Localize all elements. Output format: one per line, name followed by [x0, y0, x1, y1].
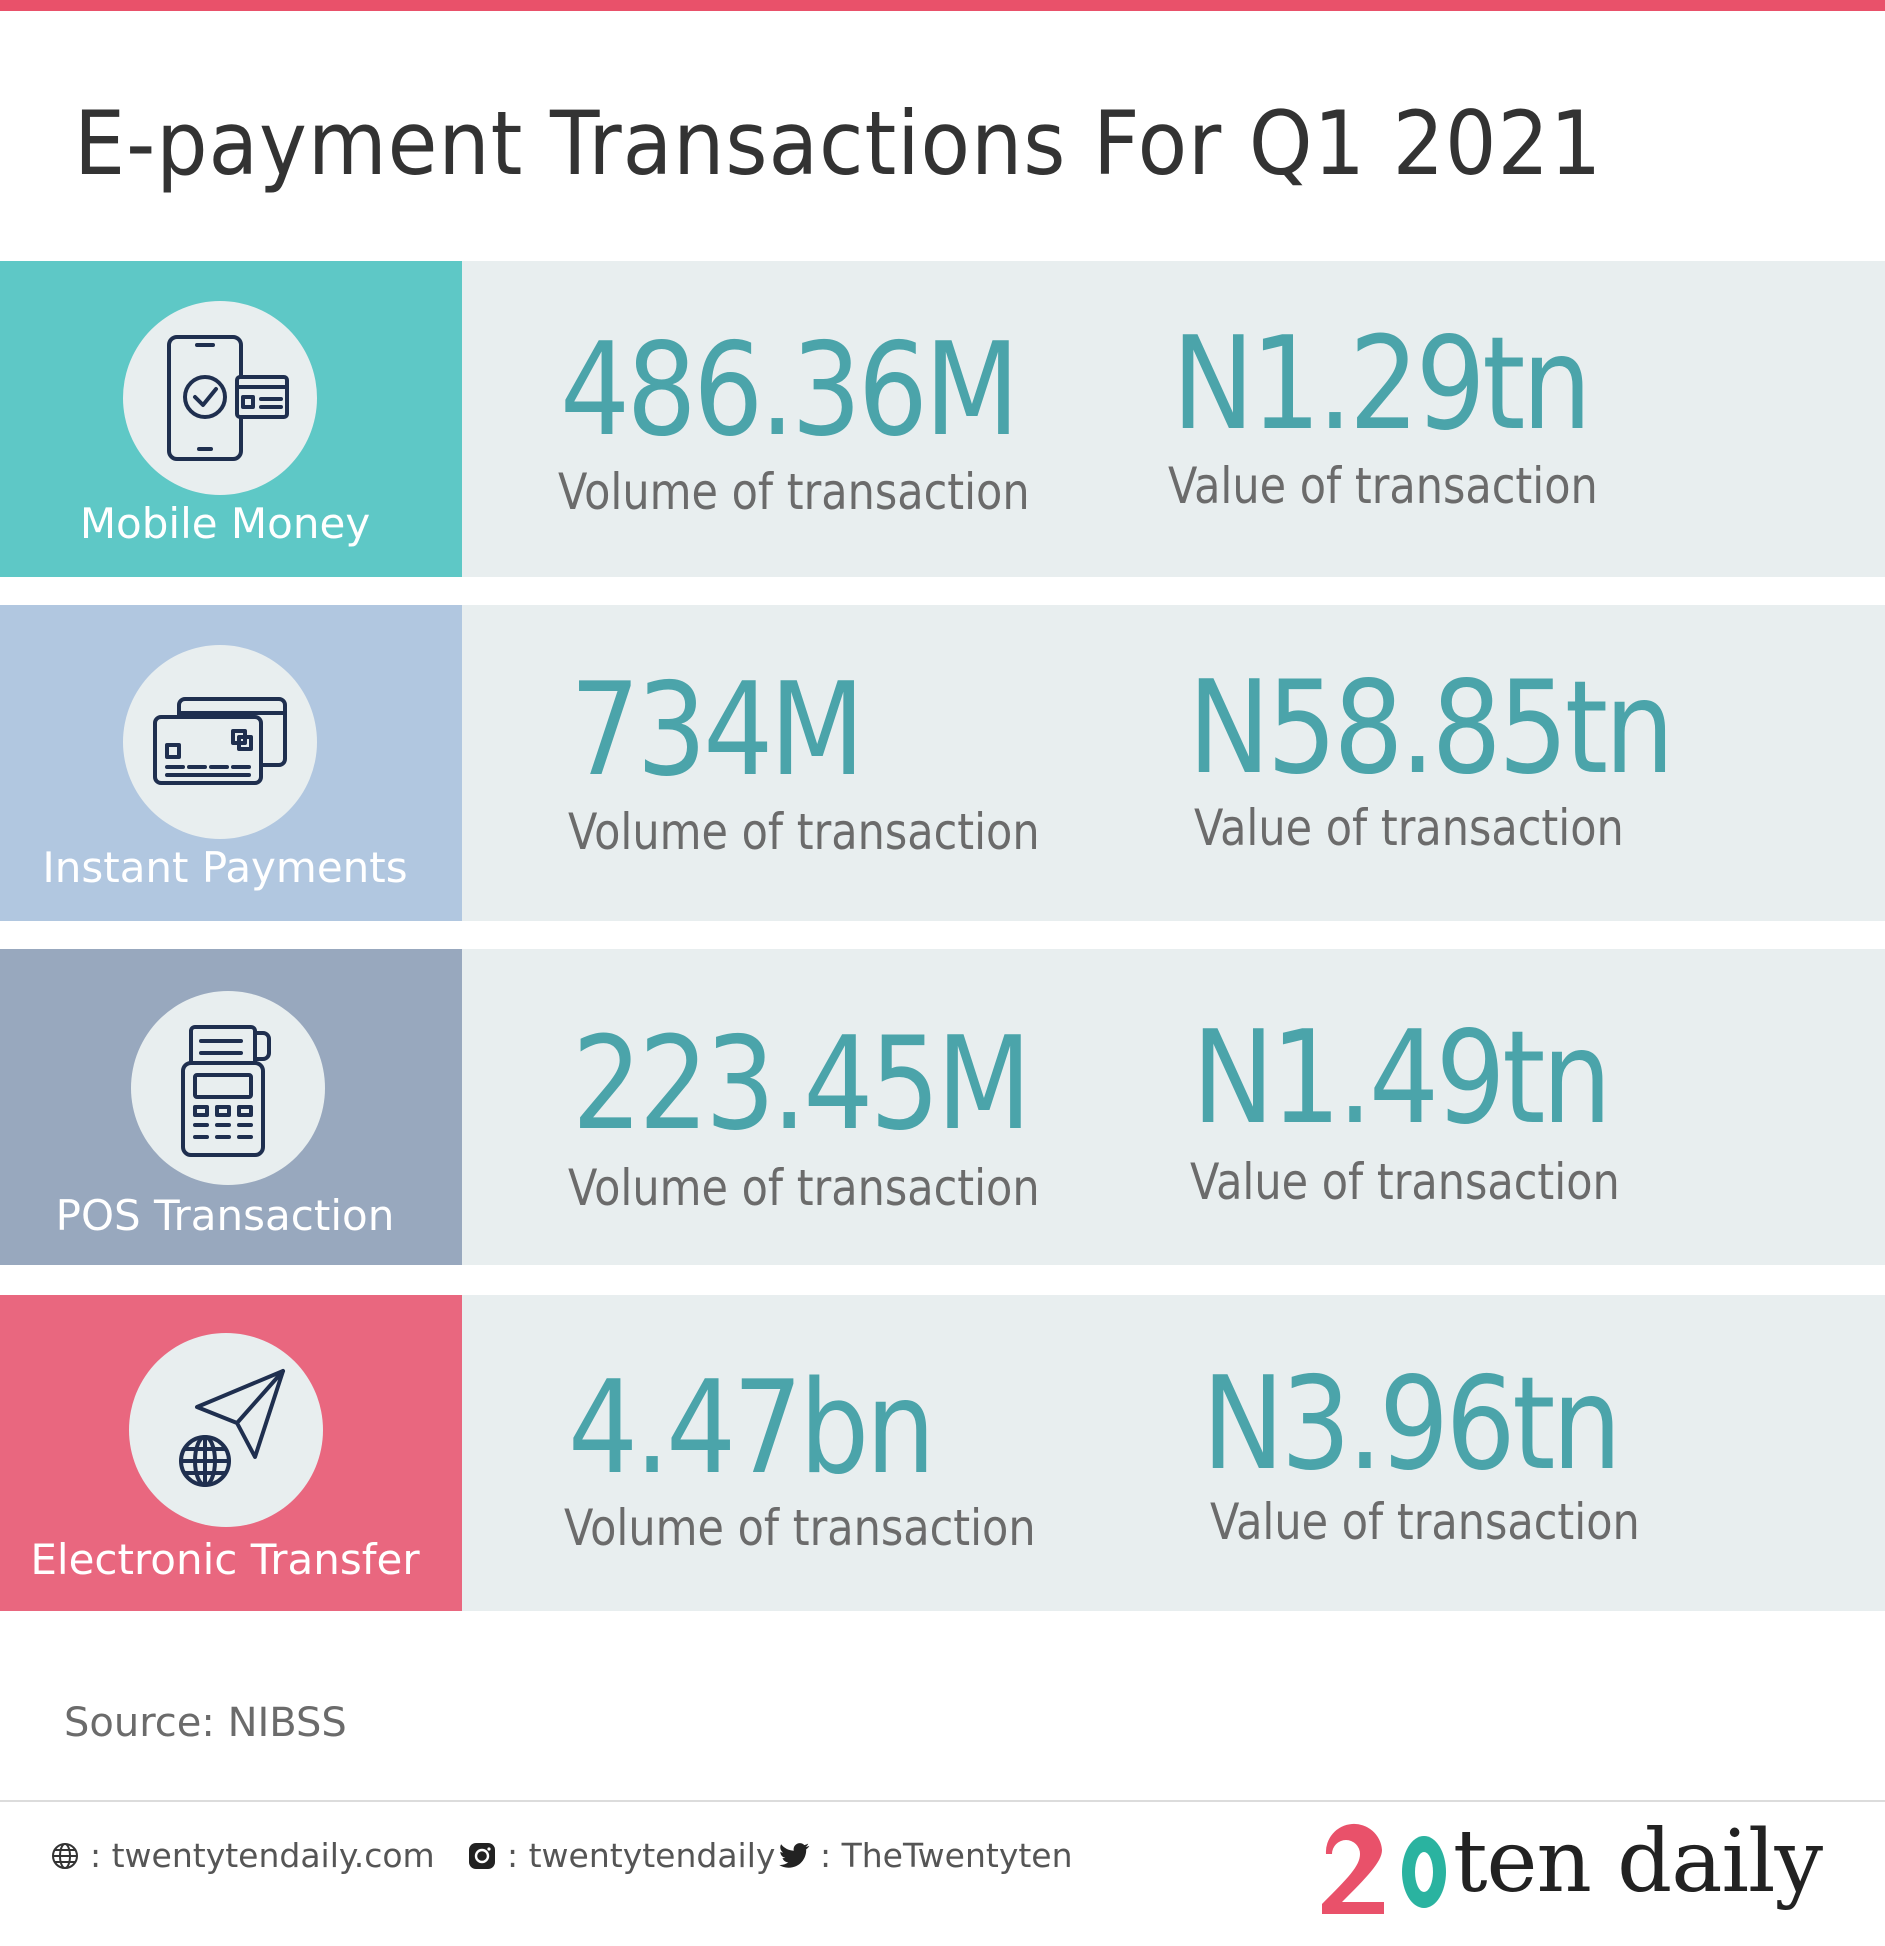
volume-label: Volume of transaction [558, 463, 1030, 521]
category-label: Mobile Money [79, 499, 371, 548]
category-label: Instant Payments [42, 843, 408, 892]
icon-circle [123, 301, 317, 495]
value-amount: N1.29tn [1172, 310, 1592, 459]
credit-cards-icon [153, 697, 287, 785]
icon-circle [123, 645, 317, 839]
category-label: POS Transaction [55, 1191, 395, 1240]
mobile-payment-icon [167, 335, 289, 461]
category-panel: Instant Payments [0, 605, 462, 921]
category-label: Electronic Transfer [30, 1535, 420, 1584]
pos-terminal-icon [181, 1025, 271, 1157]
value-label: Value of transaction [1190, 1153, 1620, 1211]
icon-circle [131, 991, 325, 1185]
value-amount: N1.49tn [1192, 1004, 1612, 1153]
volume-label: Volume of transaction [568, 1159, 1040, 1217]
category-panel: Mobile Money [0, 261, 462, 577]
volume-value: 4.47bn [568, 1354, 936, 1503]
twitter-handle: : TheTwentyten [820, 1836, 1073, 1875]
website-text: : twentytendaily.com [90, 1836, 435, 1875]
footer-divider [0, 1800, 1885, 1802]
instagram-icon [469, 1842, 495, 1869]
logo-wordmark: ten daily [1453, 1812, 1823, 1912]
footer-website[interactable]: : twentytendaily.com [50, 1836, 435, 1875]
globe-icon [52, 1842, 78, 1869]
value-label: Value of transaction [1168, 457, 1598, 515]
value-label: Value of transaction [1194, 799, 1624, 857]
volume-value: 734M [570, 656, 865, 805]
row-electronic-transfer: Electronic Transfer 4.47bn Volume of tra… [0, 1295, 1885, 1611]
value-amount: N3.96tn [1202, 1350, 1622, 1499]
footer-instagram[interactable]: : twentytendaily [467, 1836, 775, 1875]
volume-value: 486.36M [560, 316, 1020, 465]
volume-label: Volume of transaction [568, 803, 1040, 861]
row-instant-payments: Instant Payments 734M Volume of transact… [0, 605, 1885, 921]
source-note: Source: NIBSS [64, 1700, 347, 1746]
value-label: Value of transaction [1210, 1493, 1640, 1551]
icon-circle [129, 1333, 323, 1527]
category-panel: Electronic Transfer [0, 1295, 462, 1611]
paper-plane-globe-icon [179, 1369, 285, 1487]
row-pos-transaction: POS Transaction 223.45M Volume of transa… [0, 949, 1885, 1265]
footer-twitter[interactable]: : TheTwentyten [778, 1836, 1073, 1875]
value-amount: N58.85tn [1188, 654, 1674, 803]
logo-mark [1322, 1823, 1446, 1914]
twitter-icon [779, 1842, 810, 1868]
instagram-handle: : twentytendaily [507, 1836, 776, 1875]
volume-label: Volume of transaction [564, 1499, 1036, 1557]
volume-value: 223.45M [572, 1010, 1032, 1159]
row-mobile-money: Mobile Money 486.36M Volume of transacti… [0, 261, 1885, 577]
category-panel: POS Transaction [0, 949, 462, 1265]
brand-logo: ten daily [1318, 1812, 1823, 1916]
top-accent-bar [0, 0, 1885, 11]
page-title: E-payment Transactions For Q1 2021 [74, 92, 1603, 195]
